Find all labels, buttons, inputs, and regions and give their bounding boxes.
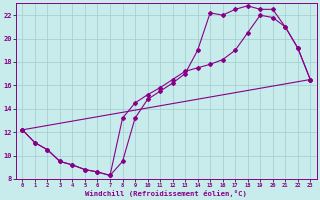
X-axis label: Windchill (Refroidissement éolien,°C): Windchill (Refroidissement éolien,°C) (85, 190, 247, 197)
